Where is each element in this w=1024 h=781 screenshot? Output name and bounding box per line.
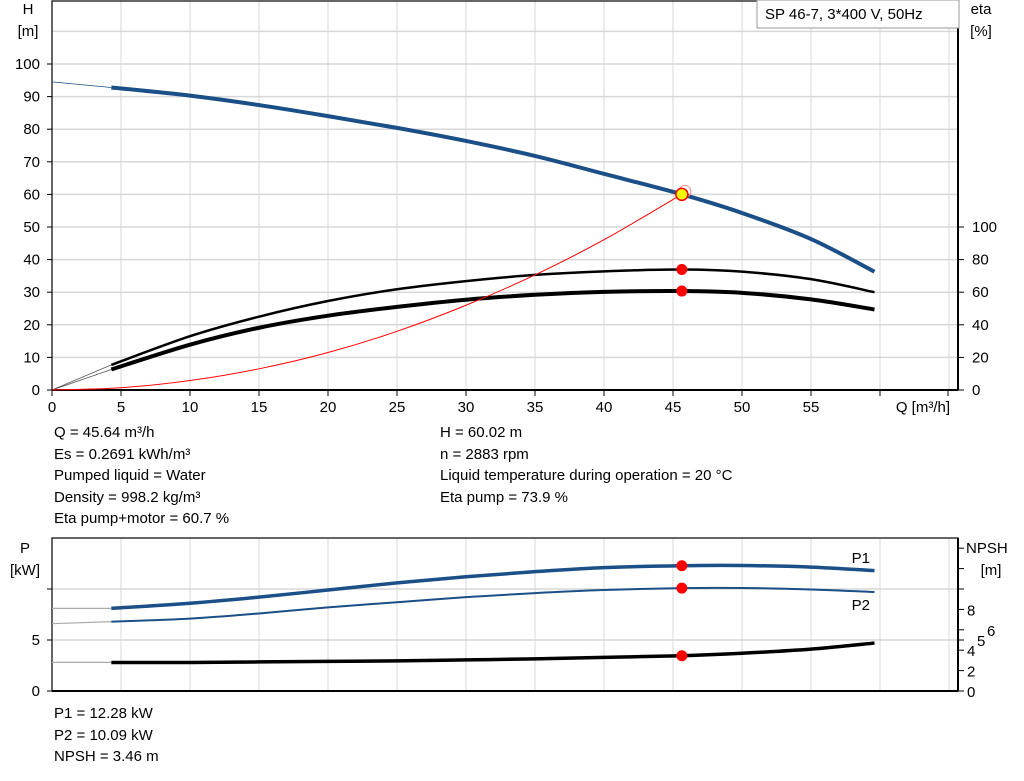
y-tick-label: 70: [23, 154, 40, 171]
series-extension-eta-pump-motor: [51, 369, 112, 391]
y-tick-label: 40: [23, 252, 40, 269]
npsh-tick-label: 6: [987, 623, 995, 640]
info-eta-pump-motor: Eta pump+motor = 60.7 %: [54, 510, 230, 527]
plot-frame-bottom: [51, 537, 959, 692]
x-tick-label: 15: [251, 399, 268, 416]
legend-title: SP 46-7, 3*400 V, 50Hz: [765, 6, 923, 23]
y-axis-label: H: [23, 1, 34, 18]
x-tick-label: 45: [665, 399, 682, 416]
series-line-P1: [111, 563, 875, 611]
plot-frame-top: [51, 0, 959, 391]
eta-pump-point: [676, 264, 688, 276]
npsh-tick-label: 8: [967, 602, 975, 619]
info-eta-pump: Eta pump = 73.9 %: [440, 488, 568, 506]
p-axis-label: P: [20, 540, 30, 557]
npsh-axis-unit: [m]: [981, 562, 1002, 579]
info-speed: n = 2883 rpm: [440, 445, 529, 463]
y2-tick-label: 20: [972, 349, 989, 366]
p-tick-label: 5: [32, 632, 40, 649]
x-tick-label: 35: [527, 399, 544, 416]
x-tick-label: 10: [182, 399, 199, 416]
x-tick-label: 25: [389, 399, 406, 416]
p-axis-unit: [kW]: [10, 562, 40, 579]
x-tick-label: 55: [803, 399, 820, 416]
series-label-P2: P2: [852, 597, 870, 614]
legend-box: [756, 0, 960, 29]
series-line-system-curve: [51, 193, 683, 391]
y-tick-label: 90: [23, 89, 40, 106]
info-p1: P1 = 12.28 kW: [54, 705, 153, 722]
y2-tick-label: 0: [972, 382, 980, 399]
P2-point: [676, 582, 688, 594]
y2-tick-label: 40: [972, 317, 989, 334]
info-npsh: NPSH = 3.46 m: [54, 748, 159, 765]
series-extension-head: [51, 81, 112, 88]
series-extension-P2: [51, 621, 112, 625]
y2-axis-unit: [%]: [970, 23, 992, 40]
x-tick-label: 50: [734, 399, 751, 416]
P1-point: [676, 560, 688, 572]
info-temperature: Liquid temperature during operation = 20…: [440, 467, 733, 484]
info-top-right: H = 60.02 m n = 2883 rpm Liquid temperat…: [440, 424, 732, 510]
x-tick-label: 5: [117, 399, 125, 416]
info-liquid: Pumped liquid = Water: [54, 467, 206, 484]
p-tick-label: 0: [32, 683, 40, 700]
duty-point: [675, 187, 689, 202]
series-label-P1: P1: [852, 550, 870, 567]
npsh-tick-label: 2: [967, 664, 975, 681]
y-tick-label: 10: [23, 349, 40, 366]
x-tick-label: 40: [596, 399, 613, 416]
x-tick-label: 20: [320, 399, 337, 416]
eta-pump-motor-point: [676, 285, 688, 297]
info-density: Density = 998.2 kg/m³: [54, 488, 201, 506]
npsh-axis-label: NPSH: [966, 540, 1008, 557]
y-axis-unit: [m]: [18, 23, 39, 40]
x-axis-label: Q [m³/h]: [896, 399, 950, 416]
info-bottom: P1 = 12.28 kW P2 = 10.09 kW NPSH = 3.46 …: [54, 705, 159, 770]
series-line-eta-pump-motor: [110, 289, 875, 372]
y2-tick-label: 100: [972, 219, 997, 236]
y-tick-label: 60: [23, 186, 40, 203]
y-tick-label: 30: [23, 284, 40, 301]
info-head: H = 60.02 m: [440, 424, 523, 441]
npsh-tick-label: 5: [977, 633, 985, 650]
series-line-head: [111, 85, 876, 274]
y2-axis-label: eta: [971, 1, 993, 18]
y-tick-label: 0: [32, 382, 40, 399]
series-line-eta-pump: [110, 268, 875, 367]
info-p2: P2 = 10.09 kW: [54, 726, 153, 744]
npsh-tick-label: 4: [967, 643, 975, 660]
y-tick-label: 80: [23, 121, 40, 138]
y2-tick-label: 60: [972, 284, 989, 301]
x-tick-label: 0: [48, 399, 56, 416]
series-line-NPSH: [111, 641, 875, 665]
y-tick-label: 100: [15, 56, 40, 73]
y-tick-label: 50: [23, 219, 40, 236]
x-tick-label: 30: [458, 399, 475, 416]
series-extension-eta-pump: [51, 364, 112, 391]
info-flow: Q = 45.64 m³/h: [54, 424, 155, 441]
NPSH-point: [676, 650, 688, 662]
info-top-left: Q = 45.64 m³/h Es = 0.2691 kWh/m³ Pumped…: [54, 424, 229, 532]
series-line-P2: [111, 586, 875, 623]
y2-tick-label: 80: [972, 252, 989, 269]
npsh-tick-label: 0: [967, 684, 975, 701]
y-tick-label: 20: [23, 317, 40, 334]
info-es: Es = 0.2691 kWh/m³: [54, 445, 191, 463]
